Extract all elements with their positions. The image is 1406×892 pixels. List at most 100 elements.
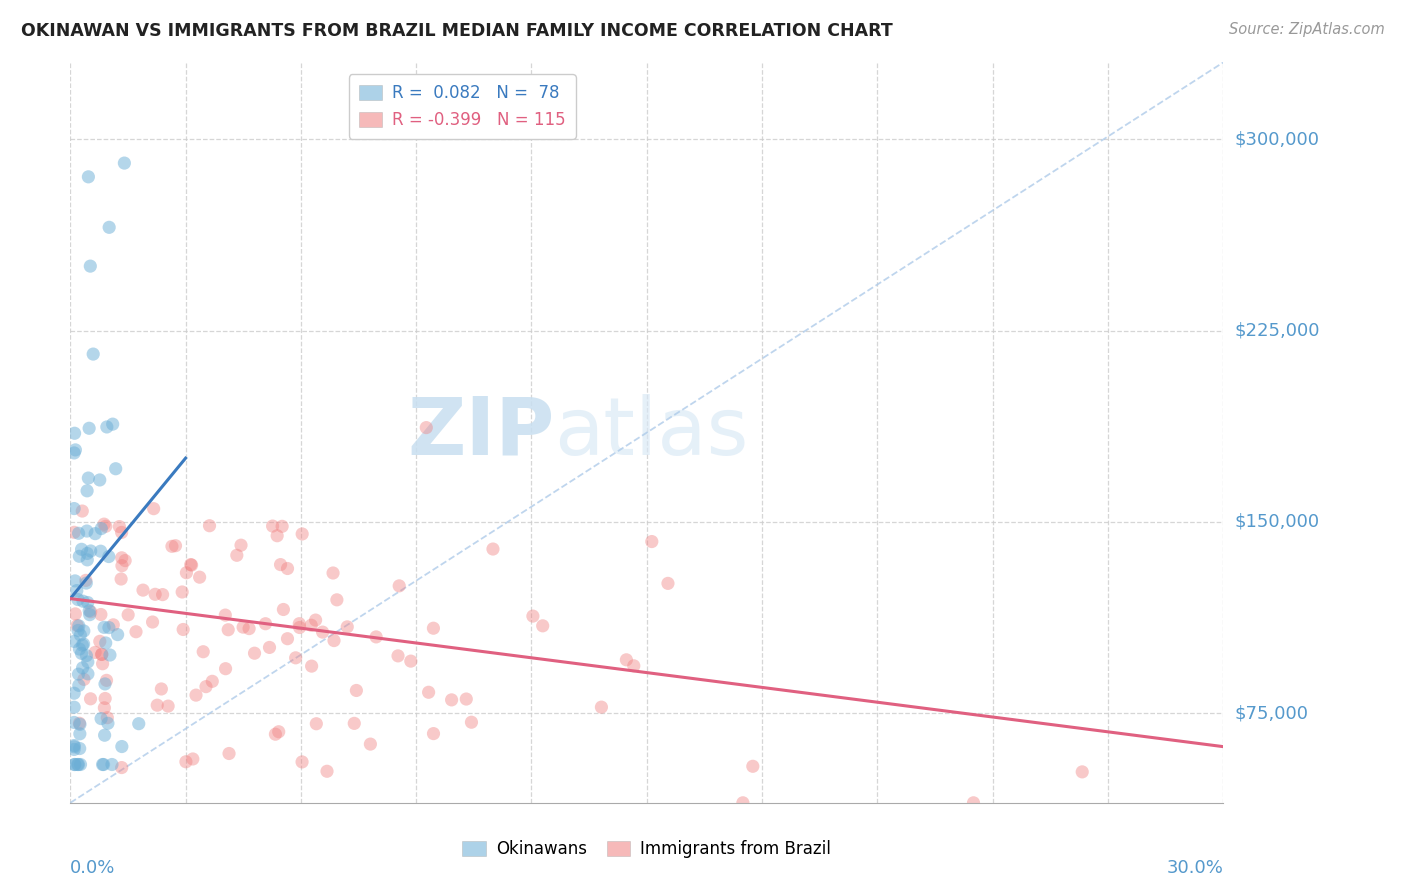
Point [522,609,544,624]
Point [77,471,100,485]
Point [108,519,131,533]
Point [150,681,173,696]
Point [63,700,86,714]
Point [387,648,409,663]
Point [76,524,98,538]
Point [67,667,90,681]
Point [641,534,664,549]
Point [76,553,98,567]
Point [94,691,117,706]
Point [172,585,194,599]
Point [70,646,93,660]
Point [267,724,290,739]
Point [146,698,169,713]
Point [238,622,260,636]
Point [1071,764,1094,779]
Point [232,620,254,634]
Point [291,527,314,541]
Point [254,616,277,631]
Point [276,632,298,646]
Point [344,683,367,698]
Point [322,566,344,580]
Point [336,620,359,634]
Point [125,624,148,639]
Point [657,576,679,591]
Point [201,674,224,689]
Point [176,566,198,580]
Point [160,539,183,553]
Point [75,574,97,588]
Point [143,587,166,601]
Text: $300,000: $300,000 [1234,130,1320,148]
Point [97,549,120,564]
Point [316,764,339,779]
Point [96,711,118,725]
Point [84,645,107,659]
Point [482,542,505,557]
Point [77,169,100,184]
Point [188,570,211,584]
Point [93,620,115,634]
Point [399,654,422,668]
Point [72,504,94,518]
Point [415,420,437,434]
Point [63,501,86,516]
Point [77,421,100,435]
Point [69,628,91,642]
Point [80,605,103,619]
Point [284,650,307,665]
Point [440,693,463,707]
Point [132,583,155,598]
Point [66,618,89,632]
Point [422,621,444,635]
Point [304,613,326,627]
Point [181,752,204,766]
Point [63,757,86,772]
Point [731,796,754,810]
Point [323,633,346,648]
Point [67,549,90,564]
Point [101,757,124,772]
Point [90,522,112,536]
Point [104,461,127,475]
Point [77,604,100,618]
Point [93,517,115,532]
Point [89,473,111,487]
Point [111,739,134,754]
Point [225,549,247,563]
Point [172,623,194,637]
Text: Source: ZipAtlas.com: Source: ZipAtlas.com [1229,22,1385,37]
Point [98,648,121,662]
Point [366,630,388,644]
Point [70,542,93,557]
Point [194,680,217,694]
Point [128,716,150,731]
Point [63,739,86,754]
Point [456,692,478,706]
Point [73,673,96,687]
Point [359,737,381,751]
Point [311,625,333,640]
Point [97,621,120,635]
Point [94,636,117,650]
Point [259,640,281,655]
Point [305,716,328,731]
Point [96,673,118,688]
Point [66,583,89,598]
Point [288,620,311,634]
Point [531,619,554,633]
Point [165,539,187,553]
Point [67,678,90,692]
Point [79,691,101,706]
Point [214,608,236,623]
Point [63,757,86,772]
Point [72,637,94,651]
Point [66,757,89,772]
Point [96,420,118,434]
Point [301,659,323,673]
Point [243,646,266,660]
Point [63,446,86,460]
Point [229,538,252,552]
Point [422,726,444,740]
Point [94,677,117,691]
